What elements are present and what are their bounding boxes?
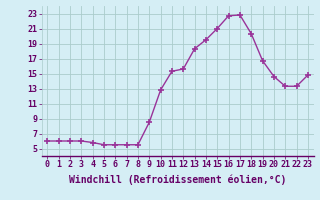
X-axis label: Windchill (Refroidissement éolien,°C): Windchill (Refroidissement éolien,°C) [69,175,286,185]
